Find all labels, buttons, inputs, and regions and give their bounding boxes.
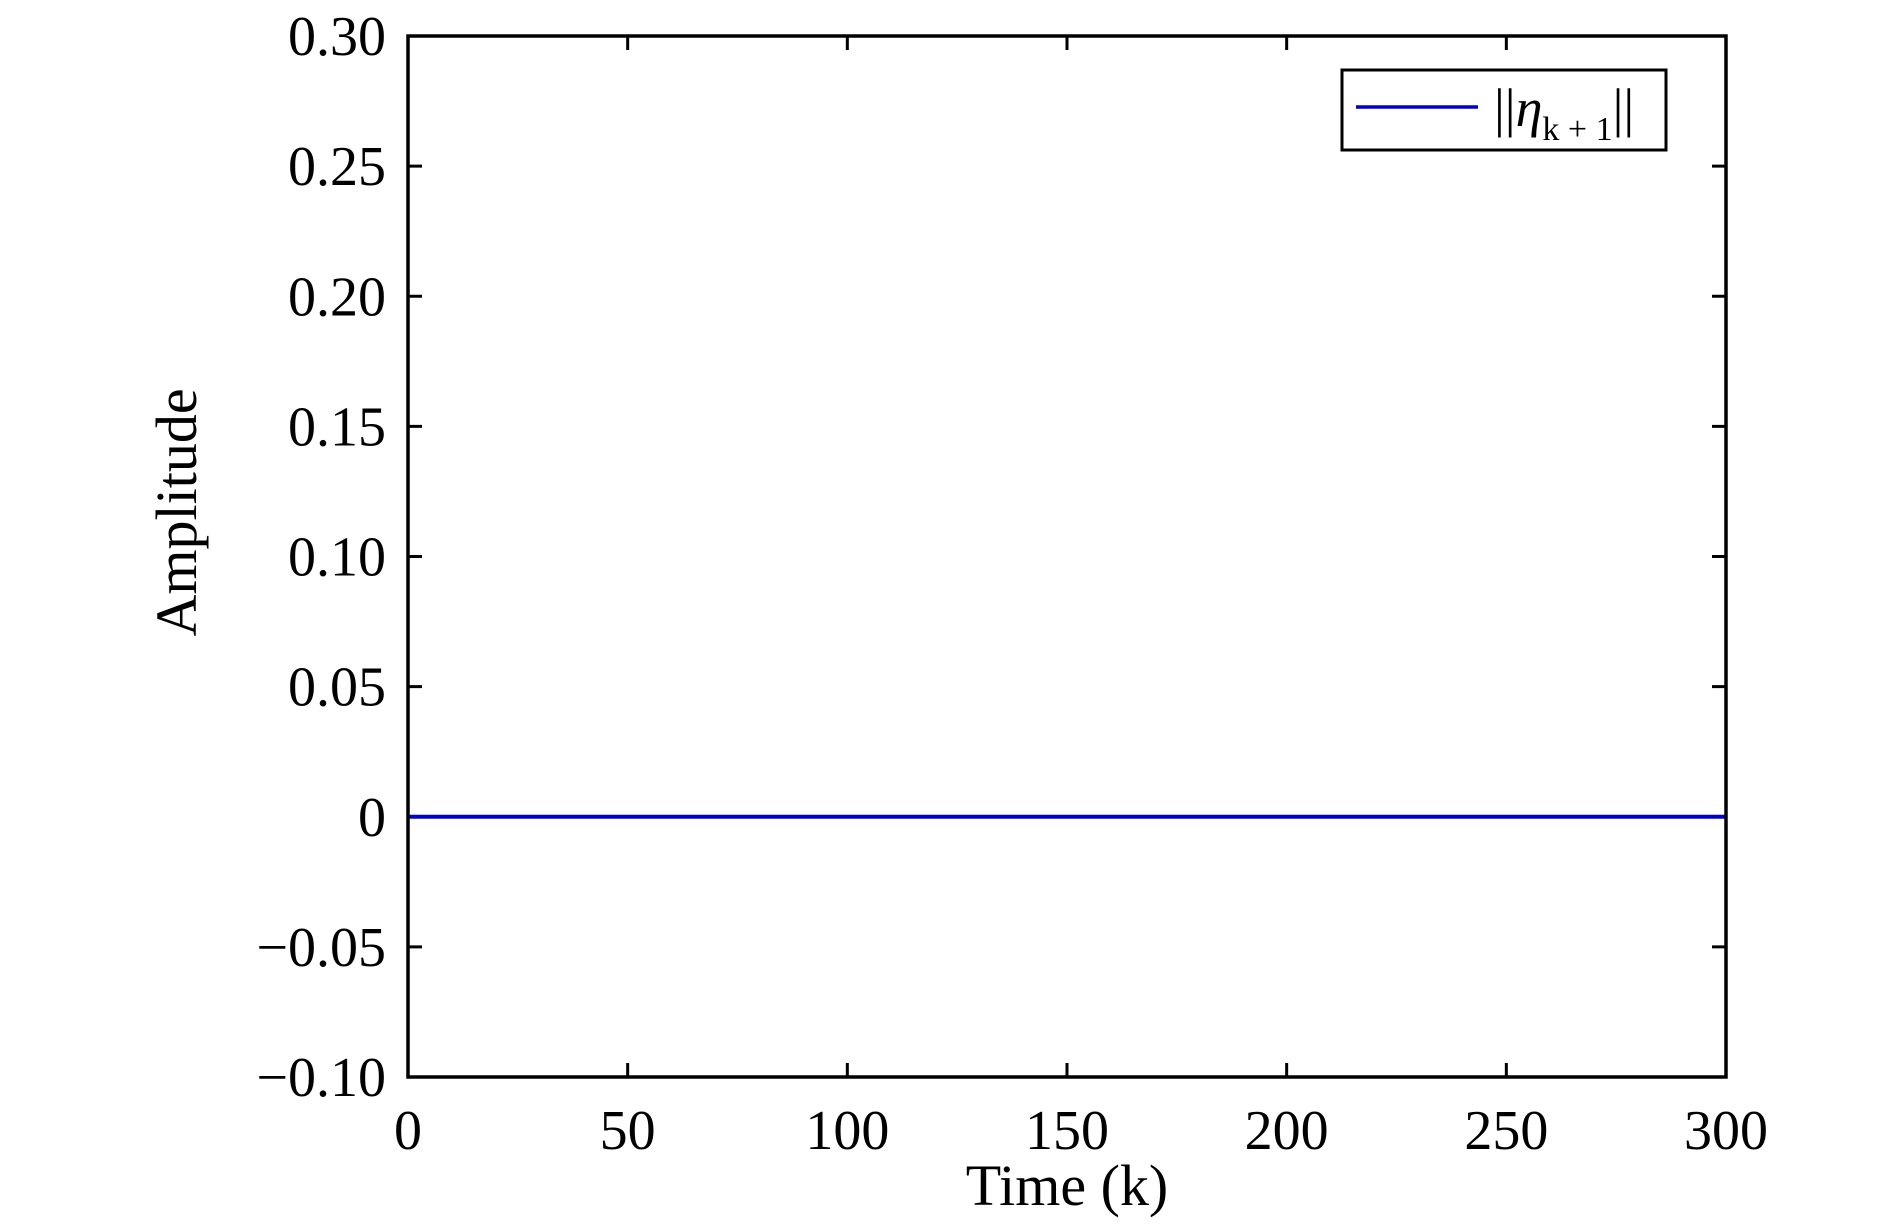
y-tick-label: 0.20 bbox=[288, 266, 386, 328]
axes-frame bbox=[406, 34, 1728, 1079]
legend: ||ηk + 1|| bbox=[1340, 68, 1668, 152]
x-tick-label: 50 bbox=[600, 1100, 656, 1162]
x-tick-label: 150 bbox=[1025, 1100, 1109, 1162]
axes-box bbox=[406, 34, 1728, 1079]
x-tick-label: 200 bbox=[1245, 1100, 1329, 1162]
legend-label: ||ηk + 1|| bbox=[1494, 78, 1634, 148]
x-tick-label: 0 bbox=[394, 1100, 422, 1162]
y-tick-label: 0 bbox=[358, 787, 386, 849]
legend-eta-symbol: η bbox=[1516, 78, 1543, 138]
x-axis-title: Time (k) bbox=[966, 1153, 1169, 1218]
y-tick-label: 0.15 bbox=[288, 396, 386, 458]
y-axis-title: Amplitude bbox=[144, 388, 209, 636]
x-tick-label: 300 bbox=[1684, 1100, 1768, 1162]
y-tick-label: 0.05 bbox=[288, 657, 386, 719]
x-tick-label: 250 bbox=[1464, 1100, 1548, 1162]
y-tick-label: 0.25 bbox=[288, 136, 386, 198]
legend-subscript: k + 1 bbox=[1542, 111, 1612, 148]
legend-box bbox=[1340, 68, 1668, 152]
y-tick-label: 0.10 bbox=[288, 527, 386, 589]
x-tick-label: 100 bbox=[805, 1100, 889, 1162]
y-tick-label: 0.30 bbox=[288, 6, 386, 68]
legend-norm-bar-left: || bbox=[1494, 78, 1516, 138]
plot-background bbox=[408, 36, 1726, 1077]
y-tick-label: −0.10 bbox=[256, 1047, 386, 1109]
y-tick-label: −0.05 bbox=[256, 917, 386, 979]
legend-norm-bar-right: || bbox=[1613, 78, 1635, 138]
plot-area bbox=[408, 36, 1726, 1077]
y-axis-ticks: 0.30 0.25 0.20 0.15 0.10 0.05 0 −0.05 −0.10 bbox=[256, 6, 1726, 1109]
x-axis-ticks: 0 50 100 150 200 250 300 bbox=[394, 36, 1768, 1162]
